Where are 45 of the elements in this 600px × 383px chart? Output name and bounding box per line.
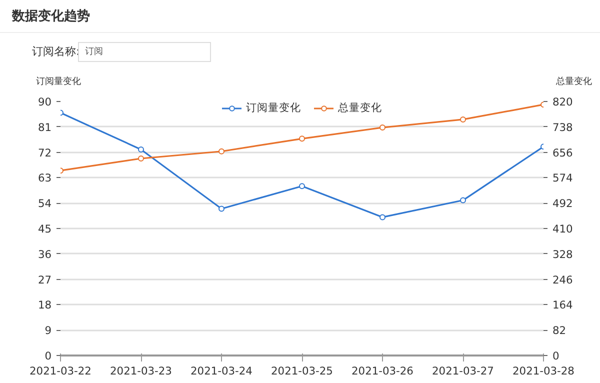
x-tick-label: 2021-03-24: [190, 364, 253, 378]
x-tick-label: 2021-03-22: [30, 364, 92, 378]
y-tick-label: 18: [38, 298, 52, 312]
y-tick-label: 63: [38, 172, 52, 185]
x-tick-label: 2021-03-26: [352, 364, 414, 378]
y2-tick-label: 246: [552, 273, 574, 286]
point: [460, 116, 466, 122]
y2-tick-label: 82: [552, 324, 566, 338]
point: [218, 206, 224, 212]
y-tick-label: 72: [38, 146, 52, 160]
y-axis-title: 订阅量变化: [36, 76, 81, 89]
y2-tick-label: 0: [552, 350, 560, 362]
x-tick-label: 2021-03-25: [271, 364, 333, 378]
y-tick-label: 9: [44, 324, 52, 338]
text: 订阅: [85, 46, 103, 59]
y-tick-label: 54: [38, 197, 52, 210]
point: [218, 148, 224, 154]
point: [380, 124, 386, 131]
y2-tick-label: 492: [552, 197, 573, 210]
legend-label: 总量变化: [338, 101, 382, 115]
x-tick-label: 2021-03-23: [110, 364, 172, 378]
y-tick-label: 81: [38, 120, 52, 134]
y2-tick-label: 738: [552, 120, 574, 134]
x-tick-label: 2021-03-27: [432, 364, 494, 378]
point: [138, 156, 144, 162]
y2-tick-label: 656: [552, 146, 574, 160]
point: [380, 214, 386, 220]
y-tick-label: 0: [44, 350, 52, 362]
y-tick-label: 45: [38, 222, 52, 236]
y2-tick-label: 164: [552, 298, 574, 312]
y2-tick-label: 328: [552, 248, 574, 261]
y2-axis-title: 总量变化: [556, 76, 592, 89]
y-tick-label: 36: [38, 248, 52, 261]
chart-title: 数据变化趋势: [12, 8, 90, 26]
y2-tick-label: 574: [552, 172, 574, 185]
y2-tick-label: 410: [552, 222, 574, 236]
y-tick-label: 27: [38, 273, 52, 286]
point: [299, 183, 305, 190]
legend-label: 订阅量变化: [246, 101, 301, 115]
point: [299, 136, 305, 142]
x-tick-label: 2021-03-28: [512, 364, 575, 378]
point: [138, 146, 144, 152]
y-tick-label: 90: [38, 96, 52, 108]
point: [460, 197, 466, 204]
y2-tick-label: 820: [552, 96, 574, 108]
